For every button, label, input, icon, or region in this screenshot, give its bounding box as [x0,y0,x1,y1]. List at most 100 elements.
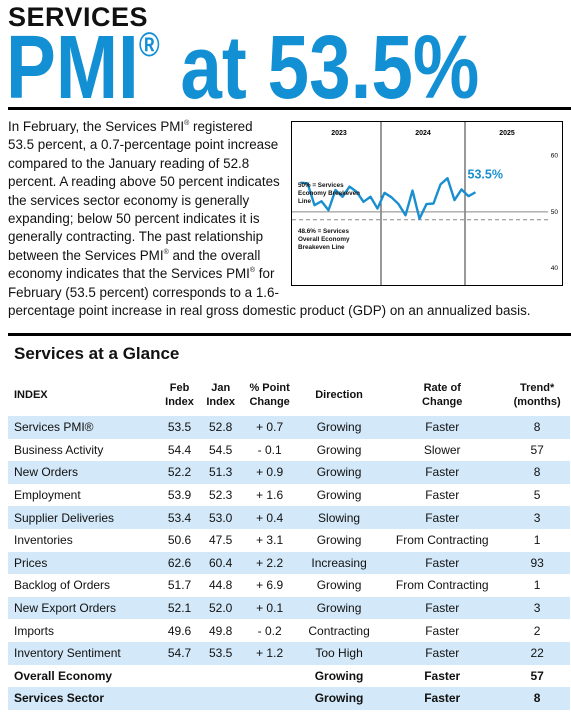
column-header: Direction [315,389,363,401]
table-cell: 47.5 [209,533,233,548]
table-cell: Faster [425,510,460,525]
table-cell: 53.5 [167,420,192,435]
headline-pmi: PMI [6,18,139,118]
table-cell: Growing [316,488,362,503]
column-header: % Point Change [249,382,290,408]
table-title: Services at a Glance [14,344,180,363]
table-cell: Slowing [318,510,361,525]
table-cell: 44.8 [209,578,233,593]
table-cell: New Export Orders [14,601,117,616]
table-cell: 5 [533,488,541,503]
table-cell: 1 [533,578,541,593]
table-cell: 93 [530,555,544,570]
x-group-label: 2023 [331,130,347,137]
table-cell: 54.7 [167,646,192,661]
reference-label: 48.6% = Services Overall Economy Breakev… [298,227,350,251]
table-cell: + 0.7 [256,420,284,435]
table-cell: 60.4 [209,555,233,570]
table-cell: 49.8 [209,623,233,638]
table-cell: 53.5 [209,646,233,661]
table-cell: 57 [530,668,544,683]
table-cell: 3 [533,510,541,525]
mark: ® [249,267,256,275]
table-cell: Faster [424,668,461,683]
table-cell: Growing [316,442,362,457]
table-row: Services PMI® 53.5 52.8 + 0.7 Growing Faster 8 [8,416,570,439]
table-cell: Services Sector [14,691,105,706]
table-cell: 49.6 [167,623,192,638]
registered-mark: ® [138,26,160,64]
table-cell: - 0.1 [257,442,282,457]
table-cell: 8 [533,420,541,435]
table-cell: + 0.1 [256,601,284,616]
table: INDEX Feb Index Jan Index % Point Change Dir… [8,374,570,710]
table-cell: Imports [14,623,55,638]
table-cell: + 6.9 [256,578,284,593]
table-row: Employment 53.9 52.3 + 1.6 Growing Faster 5 [8,484,570,507]
table-cell: Growing [314,668,364,683]
table-cell: Growing [316,420,362,435]
table-cell: Faster [425,646,460,661]
table-cell: Supplier Deliveries [14,510,115,525]
table-cell: 53.9 [167,488,192,503]
table-cell: From Contracting [395,578,489,593]
table-cell: Slower [423,442,461,457]
table-cell: + 0.9 [256,465,284,480]
table-cell: 51.3 [209,465,233,480]
table-cell: 57 [530,442,544,457]
table-cell: Increasing [311,555,367,570]
table-cell: 22 [530,646,544,661]
table-cell: + 1.6 [256,488,284,503]
table-cell: Backlog of Orders [14,578,111,593]
column-header: Rate of Change [422,382,463,408]
table-cell: 8 [533,691,541,706]
table-cell: 51.7 [167,578,192,593]
table-cell: Overall Economy [14,668,113,683]
rule [8,107,571,110]
headline-rest: at 53.5% [159,18,480,118]
chart-svg: 2023 2024 2025 40 50 60 53.5% [292,122,559,285]
table-cell: Prices [14,555,48,570]
table-cell: 50.6 [167,533,192,548]
column-header: Feb Index [165,382,194,408]
x-group-label: 2024 [415,130,431,137]
table-cell: Growing [316,533,362,548]
y-tick-label: 60 [551,153,559,160]
table-cell: Contracting [308,623,370,638]
text: In February, the Services PMI [8,119,185,134]
table-row: Prices 62.6 60.4 + 2.2 Increasing Faster 93 [8,551,570,575]
table-cell: 53.4 [167,510,192,525]
table-row: Business Activity 54.4 54.5 - 0.1 Growing Slo… [8,439,570,462]
column-header: INDEX [14,389,48,401]
table-cell: + 2.2 [256,555,284,570]
table-cell: Growing [316,601,362,616]
table-cell: 2 [533,623,541,638]
data-line [300,177,477,220]
table-cell: New Orders [14,465,79,480]
table-cell: 52.1 [167,601,192,616]
table-row: Imports 49.6 49.8 - 0.2 Contracting Faster 2 [8,619,570,642]
body-text: 2023 2024 2025 40 50 60 53.5% 50% = Services E… [8,118,563,320]
table-cell: 52.3 [209,488,233,503]
table-cell: Growing [314,691,364,706]
table-cell: 62.6 [167,555,192,570]
text: and the overall economy indicates that t… [8,247,261,282]
table-cell: Faster [424,691,461,706]
table-cell: Faster [425,601,460,616]
table-row: Inventories 50.6 47.5 + 3.1 Growing From Cont… [8,529,570,552]
mark: ® [184,120,190,127]
mark: ® [163,248,169,256]
table-cell: Growing [316,578,362,593]
table-cell: Business Activity [14,442,104,457]
table-cell: Faster [425,420,460,435]
table-cell [159,665,200,688]
table-cell: Faster [425,488,460,503]
table-cell: 3 [533,601,541,616]
table-cell: Inventories [14,533,73,548]
table-row: New Orders 52.2 51.3 + 0.9 Growing Faster 8 [8,461,570,484]
kicker: SERVICES [8,2,149,32]
table-cell: 52.2 [167,465,192,480]
table-cell: 8 [533,465,541,480]
chart: 2023 2024 2025 40 50 60 53.5% 50% = Services E… [291,121,563,286]
value-label: 53.5% [468,167,503,181]
